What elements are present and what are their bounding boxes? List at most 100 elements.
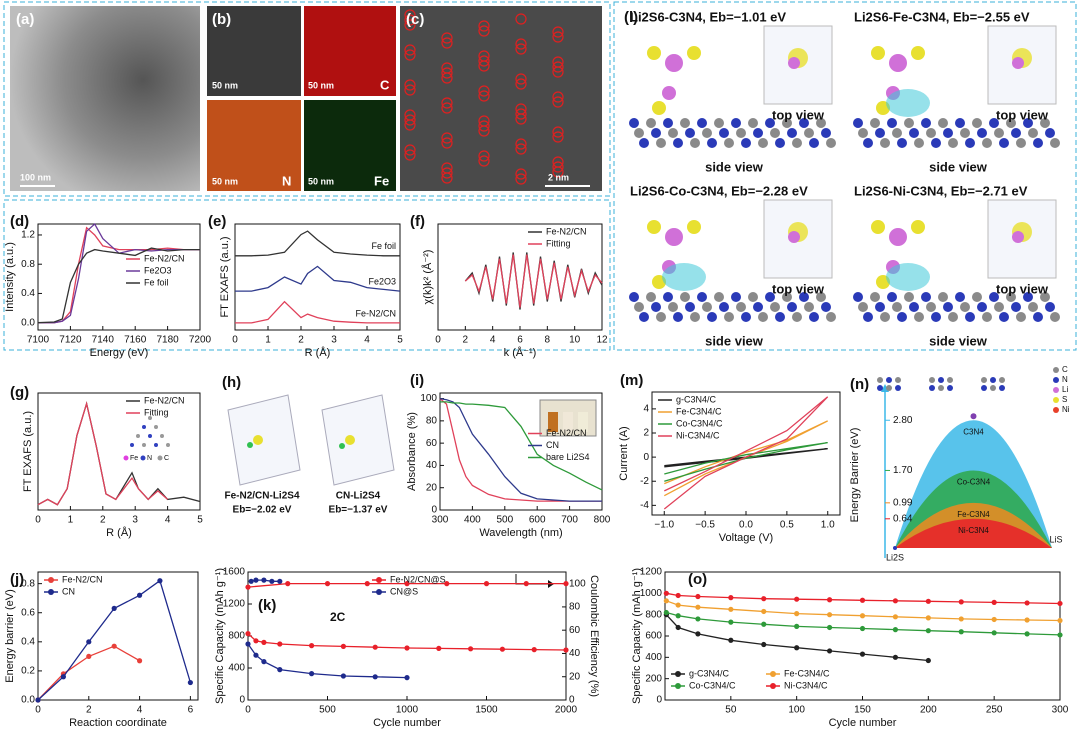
atom	[955, 292, 965, 302]
point	[826, 612, 833, 618]
point	[663, 609, 669, 616]
atom	[897, 138, 907, 148]
legend-label: Fe-N2/CN	[144, 395, 185, 405]
x-tick-label: 1	[265, 335, 271, 346]
y-tick-label: 0.4	[21, 636, 35, 647]
x-tick-label: 500	[319, 705, 336, 716]
point	[892, 598, 899, 604]
point	[695, 604, 701, 610]
point	[991, 630, 997, 636]
atom	[889, 228, 907, 246]
panel-box	[3, 199, 611, 351]
point	[340, 643, 346, 650]
legend-label: CN	[546, 440, 559, 450]
atom	[982, 312, 992, 322]
x-tick-label: 700	[561, 515, 578, 526]
inset-label: Fe	[130, 455, 138, 462]
atom	[816, 118, 826, 128]
lattice-atom	[142, 425, 146, 429]
y-tick-label: 1200	[640, 567, 663, 578]
x-tick-label: 2	[86, 705, 92, 716]
series-line	[38, 226, 200, 324]
atom	[889, 54, 907, 72]
point	[1057, 617, 1063, 624]
molecule-atom	[929, 385, 935, 391]
x-tick-label: 0.5	[780, 520, 794, 531]
point	[86, 639, 92, 645]
y-axis-label: Specific Capacity (mAh g⁻¹)	[631, 568, 643, 704]
panel-label: (k)	[258, 597, 276, 614]
atom-circles	[404, 9, 564, 185]
atom-circle	[404, 14, 416, 26]
atom	[994, 302, 1004, 312]
point	[728, 619, 734, 625]
inset-marker	[123, 455, 129, 461]
view-label: top view	[996, 107, 1049, 122]
atom	[1033, 138, 1043, 148]
point	[253, 652, 259, 658]
atom	[821, 302, 831, 312]
atom	[858, 128, 868, 138]
atom-label: N	[1062, 375, 1068, 384]
view-label: side view	[705, 159, 764, 174]
x-tick-label: 5	[397, 335, 403, 346]
atom	[758, 138, 768, 148]
atom-circle	[515, 138, 527, 150]
atom	[753, 302, 763, 312]
legend-label: Fe-C3N4/C	[676, 406, 722, 416]
atom	[685, 128, 695, 138]
point	[728, 606, 734, 612]
point	[563, 647, 569, 653]
atom-circle	[404, 79, 416, 91]
atom	[821, 128, 831, 138]
legend-label: CN@S	[390, 586, 418, 596]
legend-label: g-C3N4/C	[689, 668, 730, 678]
atom	[656, 138, 666, 148]
atom	[1033, 312, 1043, 322]
atom	[748, 118, 758, 128]
atom	[702, 302, 712, 312]
point	[404, 645, 410, 651]
atom-circle	[552, 96, 564, 108]
plot-frame	[37, 571, 199, 701]
molecule-atom	[947, 377, 953, 383]
atom	[826, 312, 836, 322]
atom	[770, 128, 780, 138]
series-line	[665, 614, 929, 662]
series-line	[37, 401, 169, 506]
view-label: side view	[705, 333, 764, 348]
atom	[977, 128, 987, 138]
x-tick-label: 150	[854, 705, 871, 716]
atom	[639, 138, 649, 148]
atom	[858, 302, 868, 312]
series-line	[666, 600, 1061, 622]
value-label: 2.80	[893, 415, 913, 426]
point	[794, 623, 800, 630]
structure	[321, 394, 395, 486]
x-tick-label: 0	[245, 705, 251, 716]
atom	[765, 292, 775, 302]
view-title: Li2S6-Co-C3N4, Eb=−2.28 eV	[630, 183, 808, 198]
y2-axis-label: Coulombic Efficiency (%)	[588, 575, 600, 697]
atom	[724, 138, 734, 148]
category-label: Fe-C3N4	[957, 510, 990, 519]
atom-circle	[515, 143, 527, 155]
atom-circle	[404, 19, 416, 31]
point	[523, 581, 529, 587]
atom	[685, 302, 695, 312]
atom	[770, 302, 780, 312]
haadf-image	[400, 6, 602, 191]
atom	[871, 220, 885, 234]
atom-circle	[404, 49, 416, 61]
atom	[880, 312, 890, 322]
y-tick-label: 0.2	[21, 666, 35, 677]
atom	[965, 312, 975, 322]
x-tick-label: 1.0	[821, 520, 835, 531]
y-tick-label: 0.0	[21, 695, 35, 706]
molecule-atom	[947, 385, 953, 391]
atom	[804, 302, 814, 312]
plot-frame	[439, 392, 603, 511]
plot-frame	[437, 223, 603, 331]
view-label: top view	[772, 281, 825, 296]
point	[285, 581, 291, 587]
